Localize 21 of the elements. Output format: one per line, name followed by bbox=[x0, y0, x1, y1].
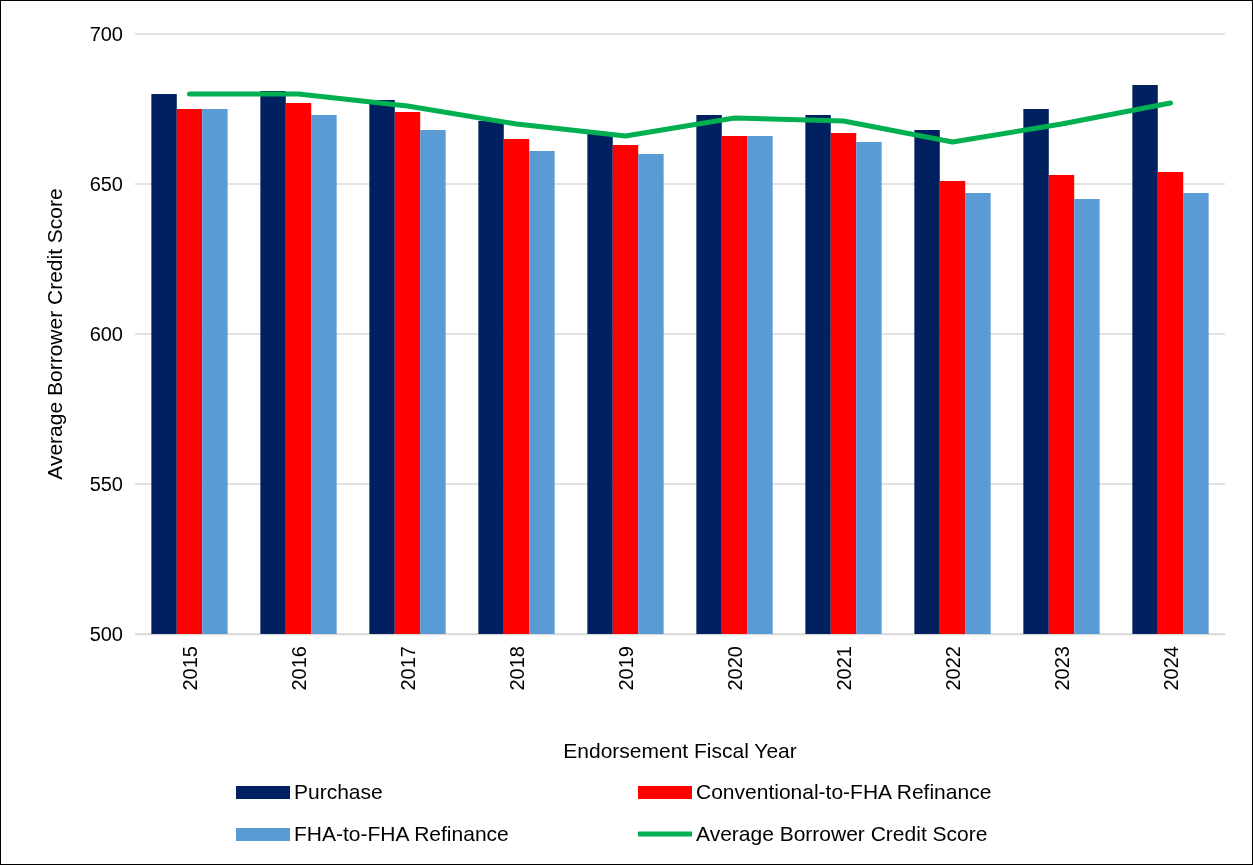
legend-label: Average Borrower Credit Score bbox=[696, 822, 988, 845]
x-tick-label: 2017 bbox=[396, 646, 419, 691]
x-tick-label: 2018 bbox=[505, 646, 528, 691]
x-tick-label: 2019 bbox=[614, 646, 637, 691]
x-tick-label: 2023 bbox=[1050, 646, 1073, 691]
y-tick-label: 650 bbox=[89, 172, 123, 195]
x-tick-label: 2021 bbox=[832, 646, 855, 691]
x-tick-label: 2016 bbox=[287, 646, 310, 691]
y-tick-label: 550 bbox=[89, 472, 123, 495]
x-tick-label: 2024 bbox=[1159, 646, 1182, 691]
y-tick-label: 600 bbox=[89, 322, 123, 345]
x-axis-title: Endorsement Fiscal Year bbox=[563, 739, 797, 762]
legend-label: FHA-to-FHA Refinance bbox=[294, 822, 509, 845]
x-tick-label: 2022 bbox=[941, 646, 964, 691]
y-axis-title: Average Borrower Credit Score bbox=[43, 188, 66, 480]
x-tick-label: 2015 bbox=[178, 646, 201, 691]
legend-label: Purchase bbox=[294, 780, 383, 803]
y-tick-label: 700 bbox=[89, 22, 123, 45]
x-tick-label: 2020 bbox=[723, 646, 746, 691]
y-tick-label: 500 bbox=[89, 622, 123, 645]
legend-label: Conventional-to-FHA Refinance bbox=[696, 780, 992, 803]
